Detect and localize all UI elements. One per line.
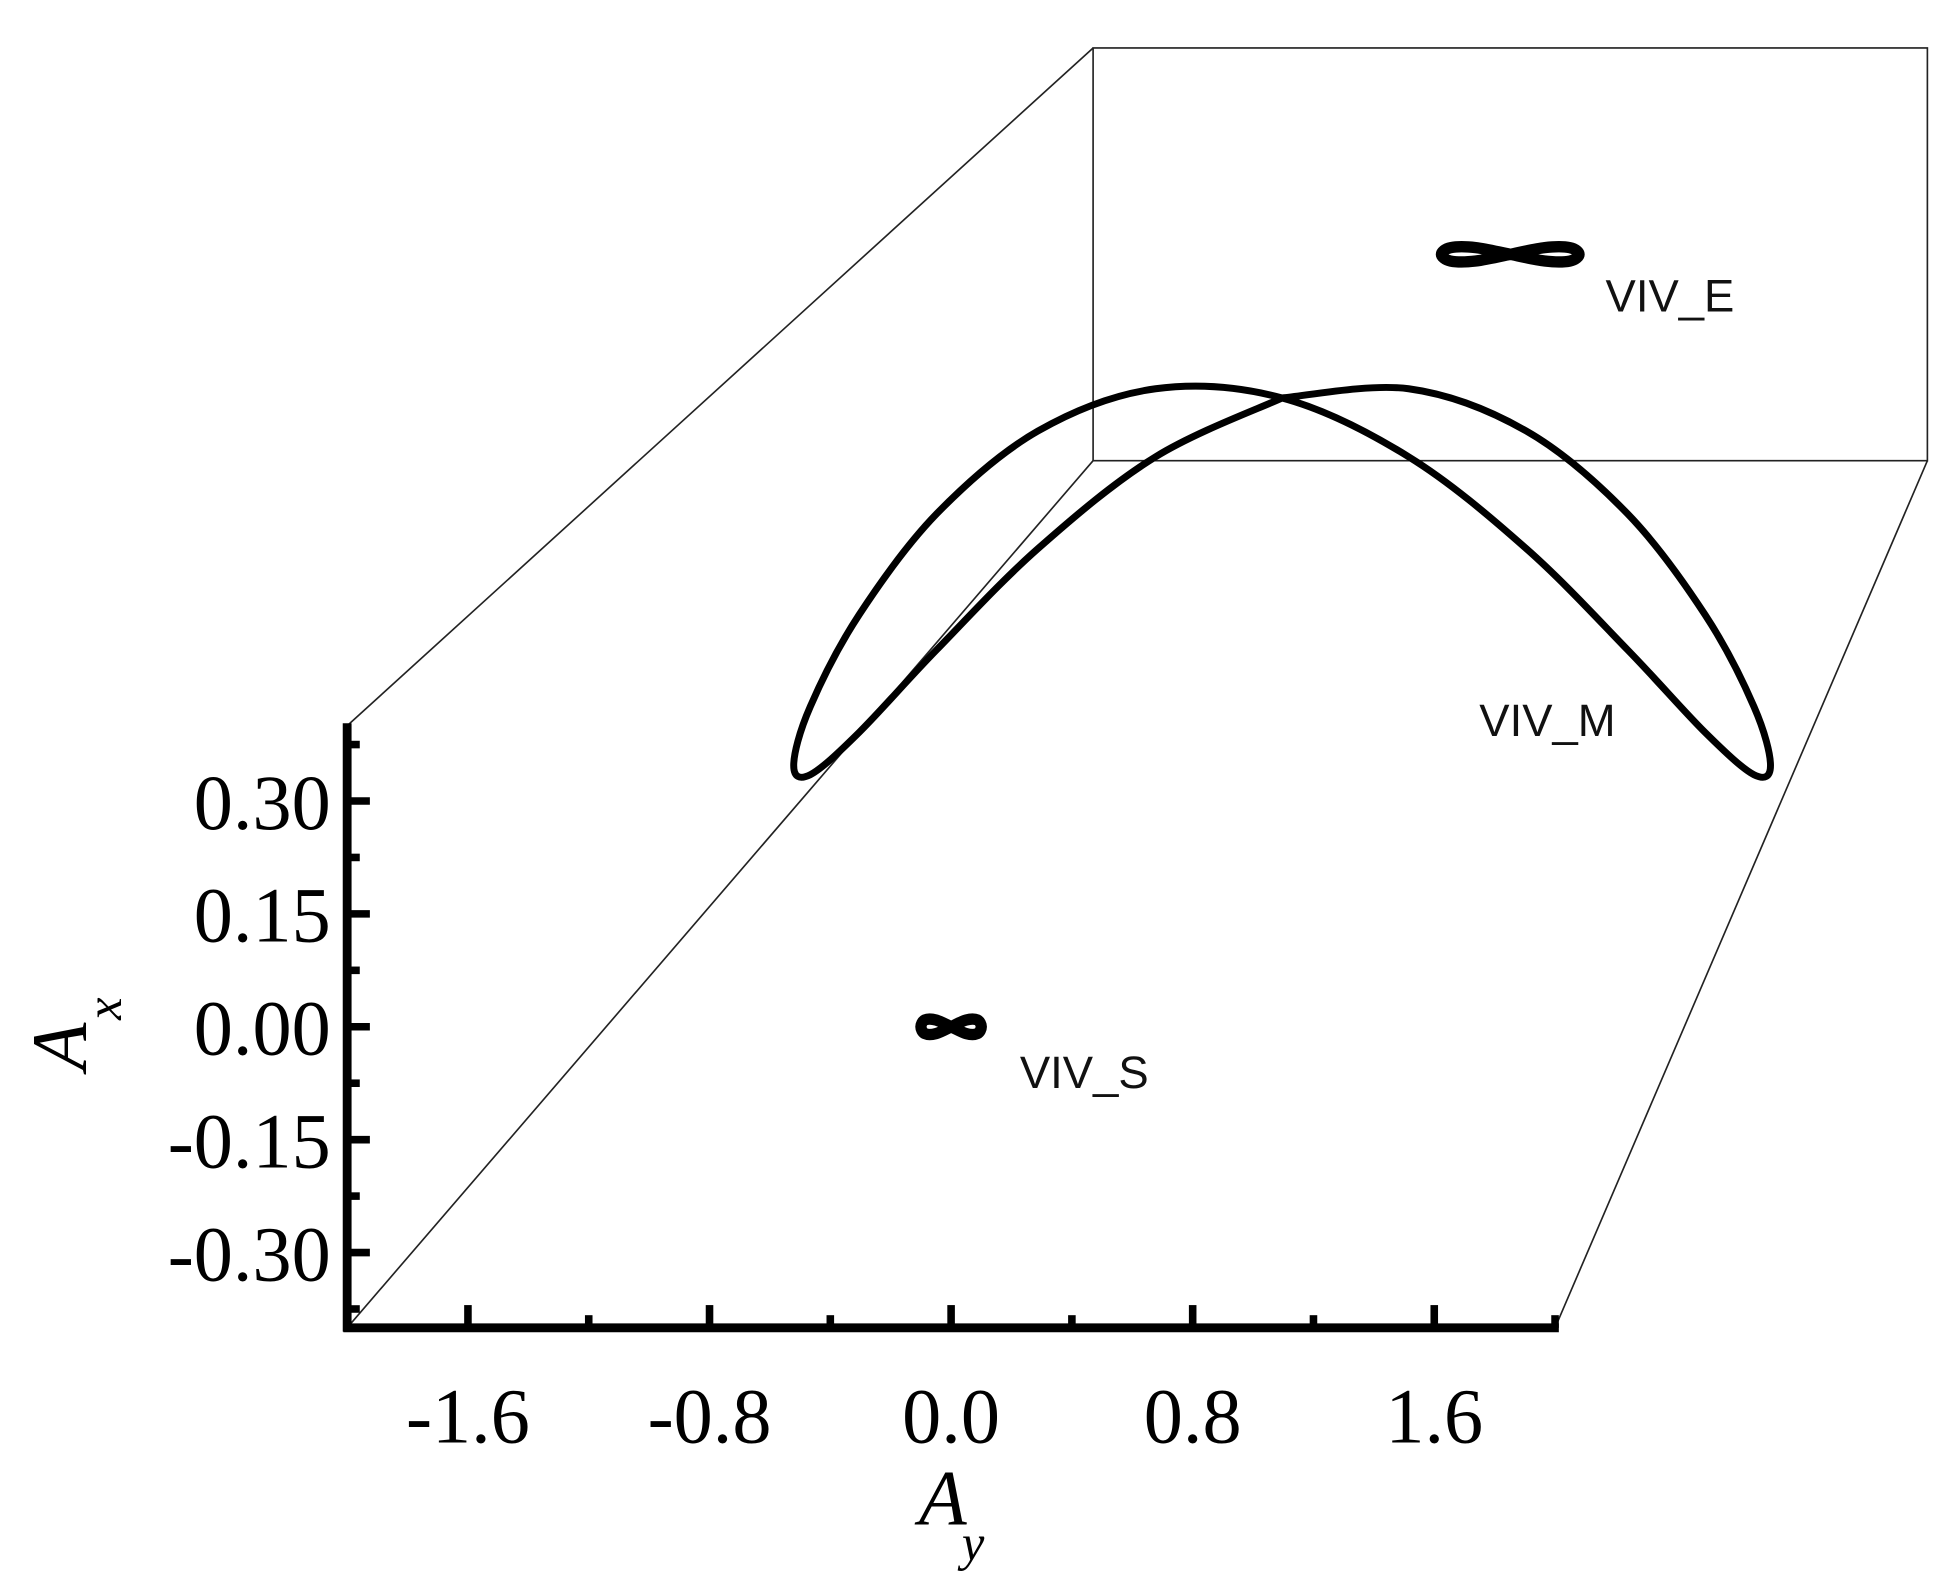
series-label: VIV_E <box>1606 271 1735 322</box>
x-tick-label: 0.0 <box>902 1373 1000 1460</box>
edge <box>346 47 1094 727</box>
x-tick-label: -0.8 <box>648 1373 772 1460</box>
series-label: VIV_S <box>1020 1047 1149 1098</box>
y-axis-label: A <box>16 1021 103 1075</box>
y-tick-label: 0.15 <box>194 872 331 959</box>
x-tick-label: 0.8 <box>1144 1373 1242 1460</box>
y-axis-label-subscript: x <box>76 997 132 1021</box>
x-axis-label-subscript: y <box>957 1515 985 1571</box>
trajectory <box>1435 241 1585 268</box>
trajectory <box>790 382 1774 781</box>
y-tick-label: -0.30 <box>168 1210 331 1297</box>
y-tick-label: 0.30 <box>194 759 331 846</box>
box-frame <box>346 47 1929 1329</box>
trajectory <box>915 1013 987 1041</box>
y-tick-label: -0.15 <box>168 1097 331 1184</box>
x-tick-label: 1.6 <box>1385 1373 1483 1460</box>
x-tick-label: -1.6 <box>406 1373 530 1460</box>
series-label: VIV_M <box>1479 695 1615 746</box>
edge <box>1554 460 1929 1329</box>
x-axis-label: A <box>914 1455 968 1542</box>
back-plane <box>1092 47 1929 462</box>
y-axis-label-group: A x <box>16 997 132 1075</box>
y-tick-label: 0.00 <box>194 985 331 1072</box>
edge <box>346 460 1094 1329</box>
